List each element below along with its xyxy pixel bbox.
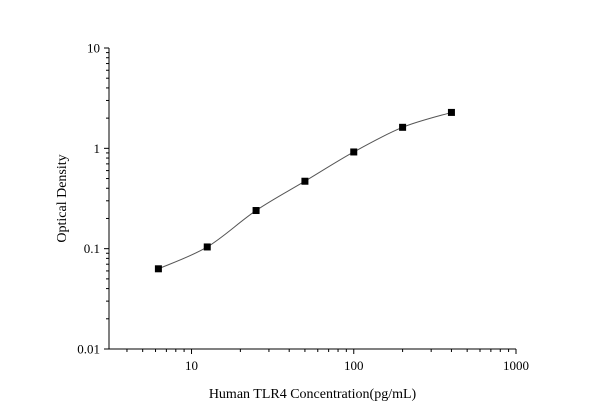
- data-point: [203, 243, 211, 251]
- y-ticks: [104, 47, 109, 350]
- x-tick-labels: 10 100 1000: [185, 358, 529, 373]
- y-tick-labels: 0.01 0.1 1 10: [77, 41, 100, 357]
- data-point: [350, 148, 358, 156]
- axes: [108, 48, 516, 350]
- y-tick-label: 0.01: [77, 342, 100, 357]
- x-ticks: [126, 349, 517, 354]
- y-axis-title: Optical Density: [55, 154, 70, 242]
- data-point: [447, 108, 455, 116]
- x-tick-label: 10: [185, 358, 198, 373]
- data-point: [399, 123, 407, 131]
- data-point: [154, 265, 162, 273]
- x-tick-label: 1000: [503, 358, 529, 373]
- y-tick-label: 10: [87, 41, 100, 56]
- data-point: [301, 177, 309, 185]
- y-tick-label: 0.1: [84, 241, 100, 256]
- y-tick-label: 1: [94, 141, 101, 156]
- x-tick-label: 100: [344, 358, 364, 373]
- fit-curve: [158, 111, 452, 270]
- x-axis-title: Human TLR4 Concentration(pg/mL): [209, 387, 417, 402]
- data-point: [252, 207, 260, 215]
- data-points: [154, 108, 455, 273]
